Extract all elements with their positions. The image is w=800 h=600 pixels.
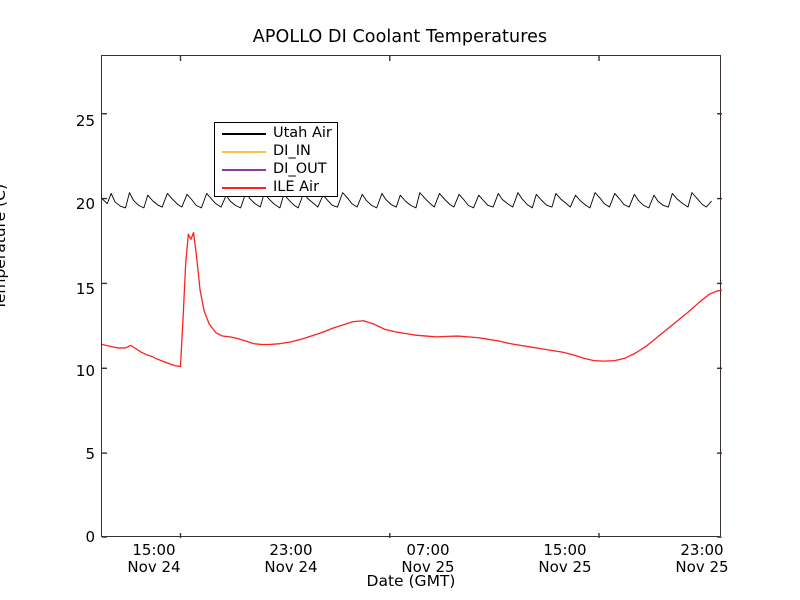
x-tick-date: Nov 25: [675, 557, 729, 576]
x-tick-time: 23:00: [269, 541, 313, 559]
y-tick-label: 15: [75, 280, 95, 298]
x-tick-time: 15:00: [543, 541, 587, 559]
x-tick-time: 15:00: [132, 541, 176, 559]
x-tick-date: Nov 24: [264, 557, 318, 576]
y-axis-label: Temperature (C): [0, 183, 9, 311]
chart-title: APOLLO DI Coolant Temperatures: [252, 27, 548, 47]
x-tick-date: Nov 24: [127, 557, 181, 576]
x-tick-label: 23:00 Nov 24: [231, 542, 351, 576]
legend-item-ile-air: ILE Air: [215, 179, 339, 196]
y-tick-label: 0: [85, 528, 95, 546]
legend-swatch-di-out: [222, 169, 266, 171]
plot-canvas: [102, 56, 722, 538]
x-axis-label: Date (GMT): [366, 572, 456, 590]
y-tick-label: 5: [85, 445, 95, 463]
legend: Utah Air DI_IN DI_OUT ILE Air: [214, 122, 338, 197]
legend-label: DI_OUT: [273, 161, 327, 177]
legend-item-di-out: DI_OUT: [215, 161, 339, 178]
x-tick-label: 23:00 Nov 25: [642, 542, 762, 576]
legend-label: Utah Air: [273, 125, 332, 141]
x-tick-date: Nov 25: [401, 557, 455, 576]
legend-swatch-utah-air: [222, 133, 266, 135]
legend-label: DI_IN: [273, 143, 311, 159]
x-tick-time: 07:00: [406, 541, 450, 559]
x-tick-label: 15:00 Nov 24: [94, 542, 214, 576]
y-tick-label: 10: [75, 362, 95, 380]
x-tick-time: 23:00: [680, 541, 724, 559]
series-line-ile-air: [102, 231, 722, 368]
x-tick-label: 15:00 Nov 25: [505, 542, 625, 576]
series-line-utah-air: [102, 192, 712, 209]
legend-swatch-ile-air: [222, 187, 266, 189]
y-tick-label: 20: [75, 195, 95, 213]
y-tick-label: 25: [75, 112, 95, 130]
plot-area: Utah Air DI_IN DI_OUT ILE Air: [101, 55, 722, 538]
legend-label: ILE Air: [273, 179, 320, 195]
legend-item-utah-air: Utah Air: [215, 125, 339, 142]
legend-item-di-in: DI_IN: [215, 143, 339, 160]
legend-swatch-di-in: [222, 151, 266, 153]
x-tick-date: Nov 25: [538, 557, 592, 576]
x-tick-label: 07:00 Nov 25: [368, 542, 488, 576]
